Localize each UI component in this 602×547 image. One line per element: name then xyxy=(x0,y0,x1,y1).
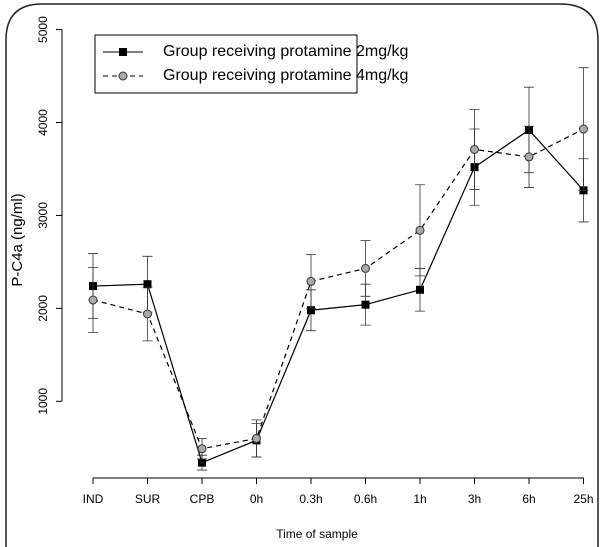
x-axis-label: Time of sample xyxy=(276,527,358,541)
legend-label: Group receiving protamine 2mg/kg xyxy=(163,43,408,60)
y-tick-label: 1000 xyxy=(36,388,50,415)
y-axis-label: P-C4a (ng/ml) xyxy=(9,193,26,286)
legend-box xyxy=(94,34,358,94)
x-tick-label: IND xyxy=(83,492,104,506)
legend-label: Group receiving protamine 4mg/kg xyxy=(163,67,408,84)
marker xyxy=(470,144,479,154)
frame xyxy=(5,3,599,547)
x-tick-label: 1h xyxy=(413,492,426,506)
marker xyxy=(416,285,424,294)
marker xyxy=(198,458,206,467)
x-tick-label: 0h xyxy=(250,492,263,506)
marker xyxy=(361,300,370,309)
x-tick-label: 6h xyxy=(522,492,535,506)
legend-marker xyxy=(119,48,127,56)
x-tick-label: 0.6h xyxy=(354,492,377,506)
marker xyxy=(307,306,315,315)
y-tick-label: 5000 xyxy=(36,16,50,43)
marker xyxy=(579,124,588,134)
x-tick-label: CPB xyxy=(190,492,215,506)
series-line xyxy=(92,129,584,464)
y-tick-label: 2000 xyxy=(36,295,50,322)
y-tick-label: 3000 xyxy=(36,202,50,229)
marker xyxy=(415,225,425,235)
marker xyxy=(143,280,152,289)
legend-marker xyxy=(118,71,128,81)
x-tick-label: SUR xyxy=(135,492,161,506)
marker xyxy=(88,295,98,305)
marker xyxy=(143,309,152,319)
x-tick-label: 3h xyxy=(468,492,481,506)
marker xyxy=(252,433,261,443)
series-line xyxy=(92,128,584,450)
y-tick-label: 4000 xyxy=(36,109,50,136)
marker xyxy=(306,276,316,286)
marker xyxy=(524,152,534,162)
marker xyxy=(361,263,370,273)
x-tick-label: 0.3h xyxy=(299,492,322,506)
marker xyxy=(197,444,207,454)
x-tick-label: 25h xyxy=(573,492,593,506)
